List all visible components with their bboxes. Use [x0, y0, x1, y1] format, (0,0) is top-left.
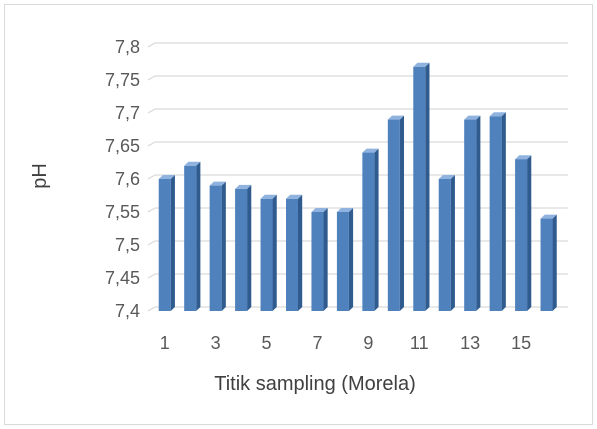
bar — [336, 208, 354, 311]
bar-side — [552, 214, 557, 311]
bar-top — [387, 115, 405, 120]
y-tick-label: 7,45 — [105, 268, 140, 288]
y-tick-label: 7,6 — [115, 169, 140, 189]
y-axis-title: pH — [29, 163, 51, 189]
bar-side — [348, 208, 354, 311]
bar — [438, 175, 455, 311]
gridline-edge — [147, 141, 156, 147]
bar-side — [501, 112, 506, 311]
bar-top — [209, 181, 226, 186]
bar — [489, 112, 506, 311]
y-tick-labels: 7,4 7,45 7,5 7,55 7,6 7,65 7,7 7,75 7,8 — [105, 37, 140, 321]
bar-top — [540, 214, 557, 219]
bar-side — [298, 194, 303, 311]
y-tick-label: 7,5 — [115, 235, 140, 255]
bar-top — [489, 112, 506, 117]
bar-top — [184, 161, 201, 166]
x-tick-label: 15 — [511, 333, 531, 353]
bar-side — [323, 208, 328, 311]
bar-front — [515, 159, 528, 311]
bar-front — [209, 185, 222, 311]
x-tick-label: 13 — [460, 333, 480, 353]
bar-top — [235, 184, 252, 189]
bar-front — [489, 116, 502, 311]
bar — [464, 115, 481, 311]
bar-front — [540, 218, 553, 311]
x-tick-labels: 1 3 5 7 9 11 13 15 — [160, 333, 531, 353]
y-tick-label: 7,8 — [115, 37, 140, 57]
bar — [158, 175, 175, 311]
bar-side — [247, 184, 252, 311]
bar-side — [450, 175, 455, 311]
bar-top — [260, 194, 277, 199]
bars — [158, 62, 557, 311]
x-axis-title: Titik sampling (Morela) — [214, 373, 416, 395]
gridline-edge — [147, 273, 156, 279]
gridline-edge — [147, 75, 156, 81]
bar-front — [260, 198, 273, 311]
bar-side — [170, 175, 175, 311]
gridline-edge — [147, 174, 156, 180]
bar-side — [527, 155, 532, 311]
x-tick-label: 11 — [410, 333, 429, 353]
gridline-edge — [147, 306, 156, 312]
bar-top — [311, 208, 328, 212]
y-tick-label: 7,65 — [105, 136, 140, 156]
bar-front — [235, 188, 248, 311]
bar-top — [515, 155, 532, 160]
bar-side — [272, 194, 277, 311]
bar — [413, 62, 430, 311]
bar — [387, 115, 405, 311]
gridline-edge — [147, 42, 156, 48]
bar-side — [476, 115, 481, 311]
bar-side — [221, 181, 226, 311]
bar — [184, 161, 201, 311]
bar-side — [196, 161, 201, 311]
bar-side — [399, 115, 405, 311]
bar — [515, 155, 532, 311]
bar-front — [158, 179, 171, 311]
x-tick-label: 7 — [312, 333, 322, 353]
bar-front — [438, 179, 451, 311]
bar-front — [286, 198, 298, 311]
bar — [286, 194, 303, 311]
gridline-edge — [147, 240, 156, 246]
gridline-edge — [147, 108, 156, 114]
bar-top — [362, 148, 379, 153]
bar-front — [413, 66, 426, 311]
bar — [209, 181, 226, 311]
y-tick-label: 7,7 — [115, 103, 140, 123]
bar-front — [336, 212, 349, 311]
bar — [540, 214, 557, 311]
bar-front — [464, 119, 477, 311]
bar-front — [387, 119, 400, 311]
y-tick-label: 7,4 — [115, 301, 140, 321]
gridline-edge — [147, 207, 156, 213]
bar-top — [158, 175, 175, 179]
bar-front — [184, 165, 197, 311]
bar-top — [286, 194, 303, 199]
bar-side — [374, 148, 379, 311]
bar-top — [464, 115, 481, 120]
y-tick-label: 7,75 — [105, 70, 140, 90]
x-tick-label: 5 — [262, 333, 272, 353]
bar-top — [438, 175, 455, 179]
bar-side — [425, 62, 430, 311]
bar — [260, 194, 277, 311]
bar-top — [413, 62, 430, 67]
bar-front — [311, 212, 324, 311]
bar — [362, 148, 379, 311]
bar-top — [336, 208, 354, 212]
bar — [311, 208, 328, 311]
x-tick-label: 3 — [211, 333, 221, 353]
x-tick-label: 1 — [160, 333, 170, 353]
bar-front — [362, 152, 375, 311]
x-tick-label: 9 — [363, 333, 373, 353]
y-tick-label: 7,55 — [105, 202, 140, 222]
bar — [235, 184, 252, 311]
